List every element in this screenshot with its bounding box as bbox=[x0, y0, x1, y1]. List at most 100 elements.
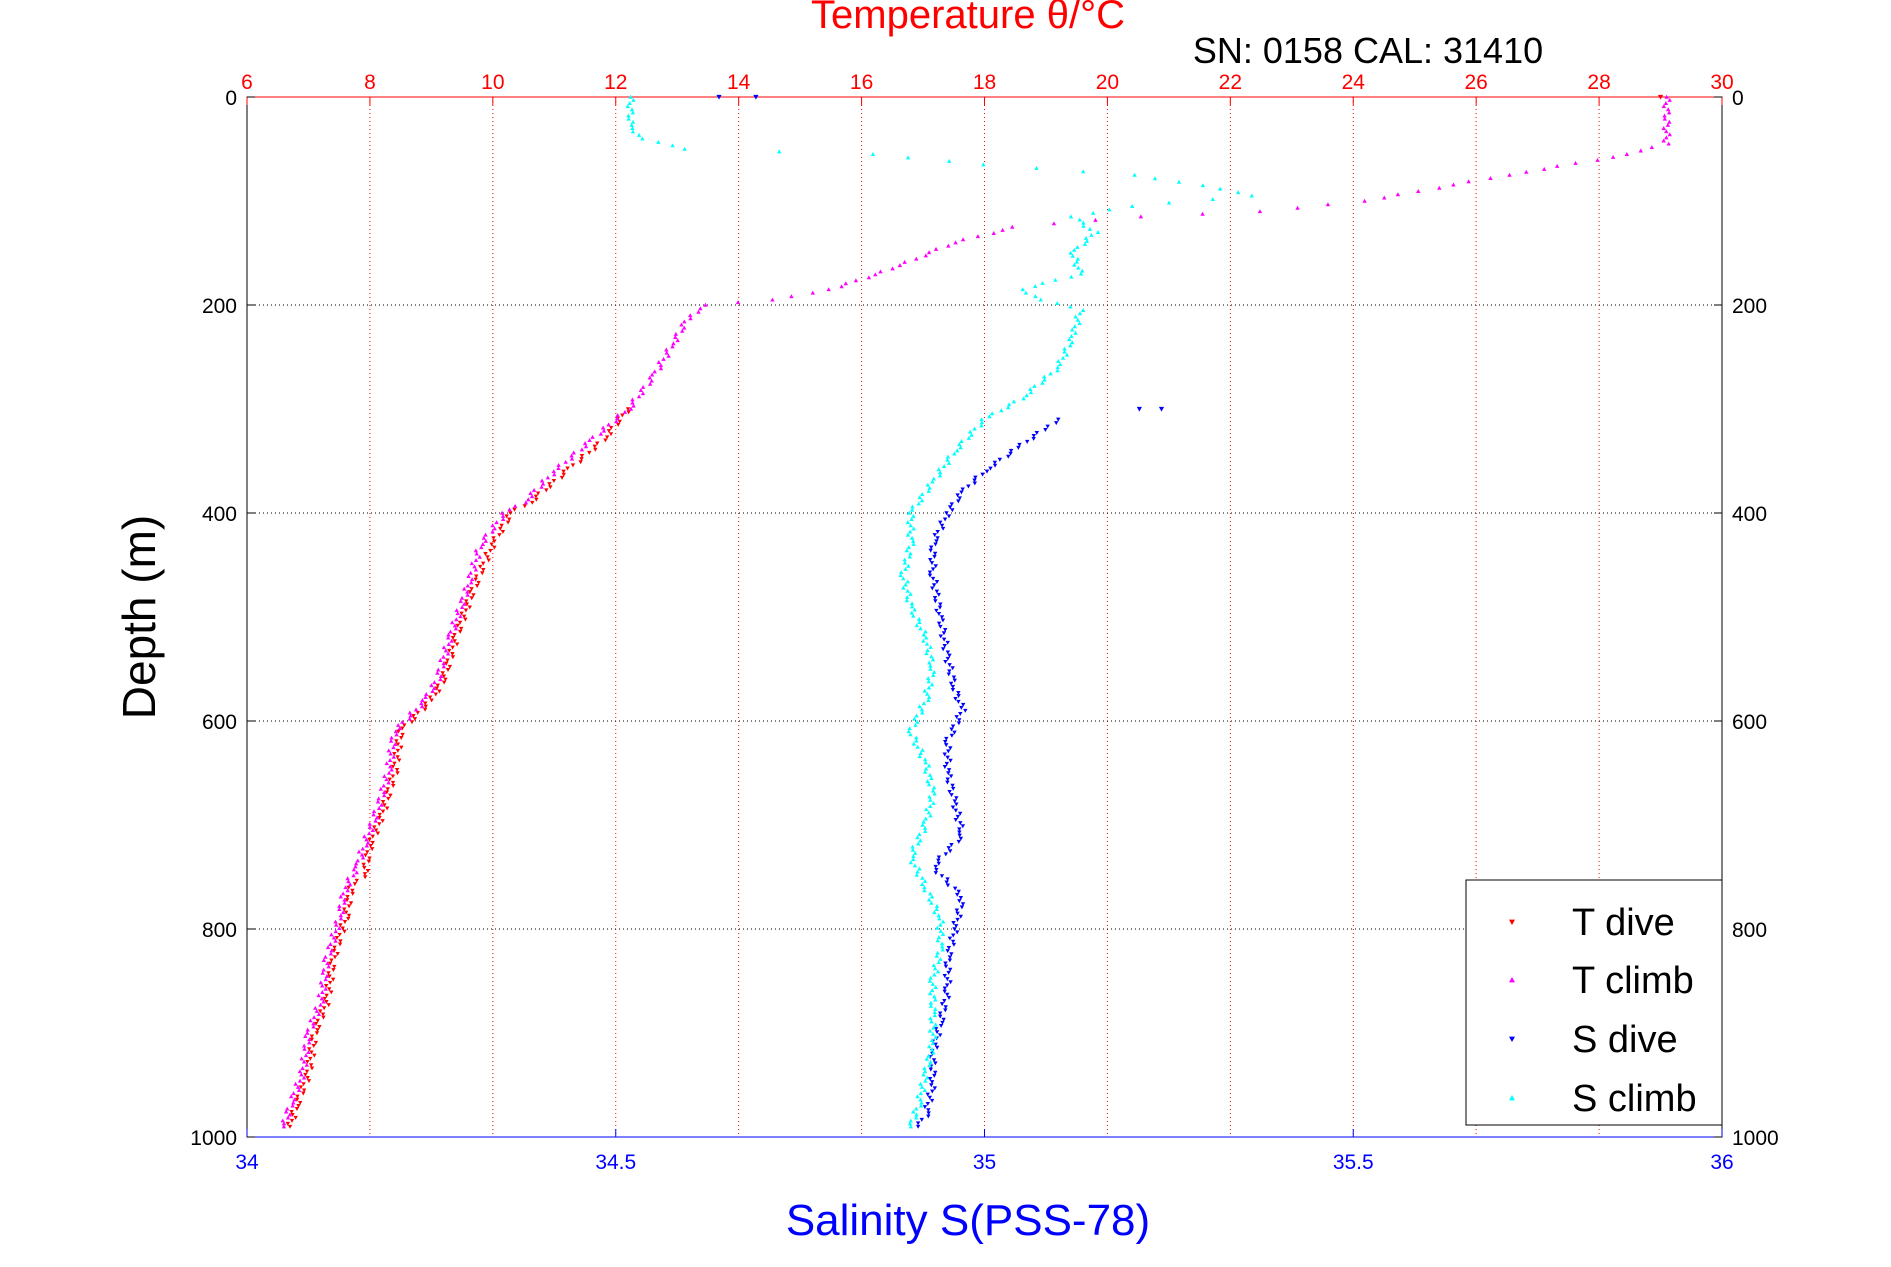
data-point bbox=[923, 816, 929, 821]
data-point bbox=[853, 278, 859, 283]
data-point bbox=[928, 1016, 933, 1021]
data-point bbox=[1008, 451, 1013, 456]
data-point bbox=[926, 694, 932, 699]
bottom-tick-label: 35 bbox=[973, 1151, 996, 1174]
data-point bbox=[945, 883, 951, 888]
data-point bbox=[346, 879, 351, 884]
data-point bbox=[908, 732, 913, 737]
data-point bbox=[371, 809, 377, 814]
data-point bbox=[670, 143, 675, 148]
bottom-tick-label: 36 bbox=[1710, 1151, 1733, 1174]
data-point bbox=[957, 899, 962, 904]
data-point bbox=[539, 484, 544, 489]
data-point bbox=[1053, 277, 1058, 282]
data-point bbox=[630, 110, 636, 115]
data-point bbox=[910, 538, 916, 543]
data-point bbox=[446, 642, 452, 646]
data-point bbox=[1021, 396, 1026, 401]
data-point bbox=[1217, 186, 1223, 191]
data-point bbox=[508, 511, 513, 516]
data-point bbox=[331, 948, 337, 953]
data-point bbox=[1466, 179, 1471, 184]
data-point bbox=[1040, 280, 1045, 285]
data-point bbox=[394, 768, 400, 772]
data-point bbox=[449, 638, 454, 643]
data-point bbox=[382, 774, 387, 778]
data-point bbox=[944, 511, 949, 516]
data-point bbox=[929, 1098, 935, 1103]
data-point bbox=[649, 378, 654, 383]
data-point bbox=[910, 844, 915, 849]
data-point bbox=[354, 878, 359, 883]
data-point bbox=[696, 309, 701, 314]
data-point bbox=[388, 738, 394, 743]
data-point bbox=[959, 705, 964, 710]
data-point bbox=[952, 678, 957, 683]
data-point bbox=[327, 974, 332, 979]
data-point bbox=[938, 520, 943, 525]
data-point bbox=[929, 545, 934, 550]
data-point bbox=[340, 926, 345, 931]
top-tick-label: 18 bbox=[973, 71, 996, 94]
data-point bbox=[918, 838, 923, 843]
data-point bbox=[910, 847, 916, 852]
data-point bbox=[947, 653, 952, 658]
data-point bbox=[569, 453, 574, 458]
data-point bbox=[1082, 241, 1088, 246]
data-point bbox=[480, 571, 485, 576]
data-point bbox=[956, 499, 961, 504]
data-point bbox=[931, 1058, 937, 1063]
data-point bbox=[1054, 421, 1059, 426]
data-point bbox=[1661, 126, 1666, 130]
data-point bbox=[579, 457, 584, 462]
data-point bbox=[303, 1053, 309, 1058]
data-point bbox=[930, 788, 936, 793]
data-point bbox=[384, 777, 389, 782]
data-point bbox=[1028, 390, 1034, 395]
data-point bbox=[441, 645, 447, 650]
data-point bbox=[913, 722, 918, 727]
data-point bbox=[935, 536, 940, 541]
data-point bbox=[1130, 204, 1135, 208]
data-point bbox=[953, 240, 958, 245]
data-point bbox=[957, 442, 962, 447]
legend-marker-s-dive bbox=[1509, 1036, 1515, 1042]
data-point bbox=[362, 872, 368, 877]
data-point bbox=[938, 634, 943, 639]
data-point bbox=[932, 972, 937, 977]
data-point bbox=[1045, 424, 1050, 429]
data-point bbox=[457, 620, 463, 625]
data-point bbox=[938, 1023, 944, 1028]
data-point bbox=[386, 796, 391, 801]
data-point bbox=[333, 938, 338, 943]
data-point bbox=[1095, 230, 1101, 234]
data-point bbox=[376, 806, 382, 810]
data-point bbox=[540, 481, 546, 486]
data-point bbox=[1034, 165, 1039, 170]
data-point bbox=[447, 648, 452, 653]
data-point bbox=[473, 548, 479, 553]
data-point bbox=[338, 894, 343, 899]
data-point bbox=[926, 782, 932, 787]
data-point bbox=[436, 667, 441, 672]
data-point bbox=[627, 101, 632, 105]
data-point bbox=[337, 903, 342, 908]
data-point bbox=[959, 905, 965, 910]
data-point bbox=[412, 717, 418, 722]
data-point bbox=[353, 864, 358, 869]
data-point bbox=[940, 944, 945, 949]
data-point bbox=[936, 913, 941, 918]
data-point bbox=[368, 844, 373, 848]
data-point bbox=[367, 821, 372, 826]
data-point bbox=[438, 677, 443, 682]
data-point bbox=[942, 999, 947, 1003]
data-point bbox=[919, 707, 925, 712]
data-point bbox=[979, 423, 984, 428]
data-point bbox=[928, 1003, 934, 1008]
data-point bbox=[924, 635, 929, 640]
data-point bbox=[1152, 176, 1158, 181]
data-point bbox=[924, 651, 929, 656]
data-point bbox=[929, 1038, 935, 1043]
data-point bbox=[922, 1069, 928, 1074]
data-point bbox=[922, 1066, 927, 1071]
